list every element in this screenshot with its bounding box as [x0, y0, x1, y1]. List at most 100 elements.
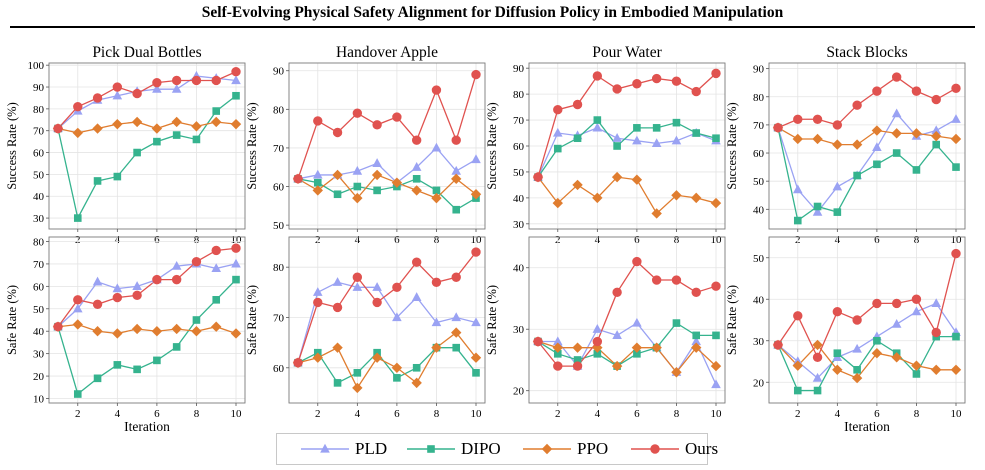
data-point-ppo: [552, 342, 563, 353]
data-point-ppo: [211, 116, 222, 128]
data-point-ours: [152, 77, 162, 88]
legend: PLD DIPO PPO Ours: [276, 433, 718, 465]
y-tick-label: 20: [33, 371, 45, 383]
y-tick-label: 90: [753, 64, 765, 76]
data-point-dipo: [133, 365, 141, 374]
data-point-pld: [431, 317, 442, 327]
data-point-dipo: [212, 296, 221, 304]
plot-frame: [288, 62, 486, 230]
data-point-pld: [312, 287, 323, 296]
series-line-ours: [297, 251, 477, 363]
data-point-pld: [812, 372, 823, 382]
data-point-pld: [392, 312, 402, 322]
data-point-ours: [73, 295, 83, 305]
data-point-ours: [852, 315, 862, 325]
y-tick-label: 50: [273, 220, 285, 232]
data-point-pld: [651, 138, 662, 148]
series-line-dipo: [297, 178, 477, 211]
x-tick-label: 4: [355, 408, 361, 420]
data-point-pld: [352, 282, 363, 291]
data-point-ppo: [151, 326, 163, 337]
data-point-ppo: [391, 362, 403, 373]
data-point-ppo: [470, 352, 482, 363]
data-point-ours: [533, 336, 543, 347]
series-line-dipo: [297, 347, 477, 384]
data-point-pld: [112, 283, 123, 293]
chart-title: Stack Blocks: [826, 44, 907, 61]
data-point-ppo: [871, 125, 883, 136]
legend-marker-pld: [301, 443, 349, 453]
data-point-dipo: [813, 386, 822, 395]
data-point-ours: [352, 272, 363, 282]
data-point-ppo: [391, 177, 403, 188]
data-point-ppo: [812, 133, 823, 145]
data-point-ours: [891, 298, 902, 309]
data-point-dipo: [712, 331, 720, 340]
x-tick-label: 8: [194, 408, 200, 420]
data-point-pld: [332, 277, 343, 286]
data-point-pld: [951, 114, 961, 123]
data-point-dipo: [353, 182, 362, 191]
data-point-ppo: [592, 192, 603, 204]
data-point-pld: [632, 135, 642, 145]
data-point-ours: [171, 75, 182, 86]
series-line-dipo: [537, 322, 716, 367]
y-tick-label: 40: [513, 193, 525, 205]
data-point-ppo: [710, 360, 722, 372]
data-point-ours: [411, 257, 422, 267]
series-line-ours: [57, 71, 237, 129]
data-point-pld: [471, 317, 481, 327]
data-point-ours: [332, 127, 343, 138]
y-tick-label: 50: [753, 176, 765, 188]
data-point-ours: [231, 243, 241, 253]
series-line-pld: [777, 302, 957, 379]
series-line-pld: [537, 127, 717, 178]
data-point-dipo: [793, 386, 802, 395]
data-point-ppo: [470, 189, 482, 200]
data-point-pld: [431, 142, 442, 152]
data-point-ours: [931, 327, 941, 338]
data-point-dipo: [853, 171, 861, 180]
chart-panel-6: 60 70 80 2 4 6 8 10 Safe Rate (%): [245, 236, 486, 420]
data-point-dipo: [93, 374, 102, 383]
data-point-ppo: [911, 360, 922, 371]
data-point-ppo: [671, 367, 682, 378]
data-point-ours: [931, 94, 941, 105]
y-tick-label: 60: [33, 281, 45, 293]
data-point-dipo: [172, 131, 181, 139]
series-line-pld: [777, 112, 957, 214]
x-axis-label: Iteration: [124, 419, 170, 432]
x-tick-label: 6: [394, 408, 400, 420]
plot-frame: [768, 62, 966, 230]
data-point-pld: [451, 312, 462, 322]
data-point-dipo: [633, 350, 641, 358]
data-point-pld: [451, 165, 462, 175]
data-point-pld: [112, 90, 123, 100]
x-tick-label: 4: [835, 408, 841, 420]
y-tick-label: 40: [513, 263, 525, 275]
chart-panel-8: 20 30 40 50 2 4 6 8 10 Safe Rate (%) Iteration: [725, 236, 966, 432]
data-point-dipo: [912, 370, 921, 378]
data-point-ppo: [92, 123, 103, 134]
data-point-ppo: [371, 352, 383, 363]
data-point-ppo: [230, 328, 242, 339]
series-line-ppo: [537, 176, 717, 215]
chart-title: Pour Water: [592, 44, 662, 61]
y-tick-label: 40: [753, 204, 765, 216]
series-line-pld: [297, 146, 477, 184]
data-point-ours: [812, 352, 823, 363]
y-tick-label: 70: [513, 115, 525, 127]
data-point-dipo: [853, 366, 861, 374]
data-point-ppo: [131, 323, 143, 335]
data-point-dipo: [652, 124, 661, 132]
legend-label-dipo: DIPO: [461, 439, 501, 458]
y-tick-label: 20: [513, 386, 525, 398]
data-point-dipo: [692, 331, 701, 340]
data-point-dipo: [873, 160, 881, 169]
data-point-ppo: [112, 118, 123, 130]
data-point-dipo: [672, 118, 681, 127]
data-point-ppo: [352, 382, 363, 394]
